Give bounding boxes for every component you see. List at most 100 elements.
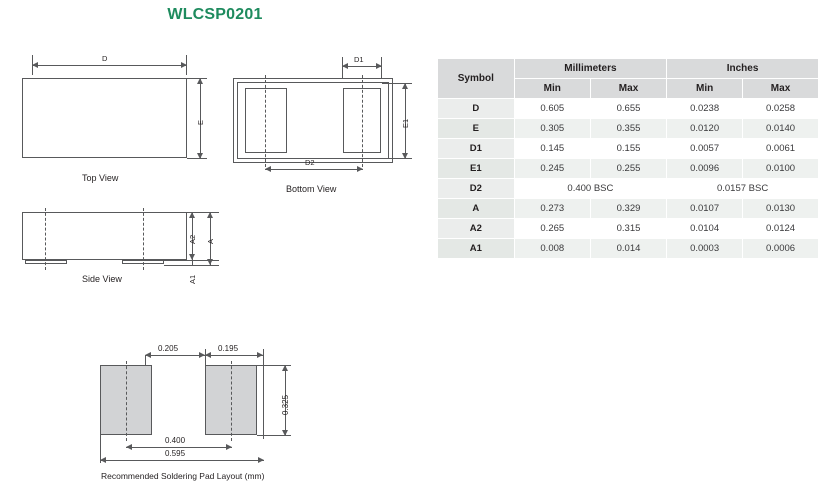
table-cell-symbol: A [437,198,515,219]
top-view-body-outline [22,78,187,158]
table-row: E 0.305 0.355 0.0120 0.0140 [437,118,819,139]
pad-layout-dim-line-height [285,365,286,436]
table-cell-mm-span: 0.400 BSC [513,178,668,199]
bottom-view-dim-line-e1 [405,83,406,159]
pad-layout-dim-label-pitch: 0.400 [165,436,186,445]
side-view-body-outline [22,212,187,260]
column-header-mm-max: Max [589,78,668,99]
bottom-view-dim-arrow-d1-left [342,63,348,69]
bottom-view-dim-line-d2 [265,169,363,170]
table-row: D2 0.400 BSC 0.0157 BSC [437,178,819,199]
table-cell-inch-max: 0.0140 [742,118,819,139]
side-view-dim-line-a [210,212,211,265]
table-row: D1 0.145 0.155 0.0057 0.0061 [437,138,819,159]
pad-layout-dim-label-overall: 0.595 [165,449,186,458]
table-cell-mm-min: 0.008 [513,238,591,259]
side-view-centerline-right [143,208,144,270]
bottom-view-dim-arrow-e1-up [402,83,408,89]
pad-layout-dim-line-left [145,355,205,356]
bottom-view-ext-e1-top [382,83,412,84]
top-view-caption: Top View [82,173,119,183]
bottom-view-drawing: D1 E1 D2 Bottom View [228,45,428,195]
table-cell-inch-min: 0.0120 [666,118,744,139]
pad-layout-dim-arrow-right-a [205,352,211,358]
side-view-ext-top [187,212,219,213]
bottom-view-centerline-left [265,75,266,167]
side-view-dim-arrow-a-up [207,212,213,218]
pad-layout-dim-line-right [205,355,263,356]
table-cell-symbol: D2 [437,178,515,199]
table-cell-symbol: A1 [437,238,515,259]
pad-layout-dim-arrow-pitch-right [226,444,232,450]
top-view-dim-line-d [32,65,187,66]
bottom-view-pad-left [245,88,287,153]
pad-layout-dim-arrow-height-down [282,430,288,436]
table-cell-mm-min: 0.265 [513,218,591,239]
table-cell-inch-max: 0.0124 [742,218,819,239]
pad-layout-drawing: 0.205 0.195 0.325 0.400 0.595 [85,325,315,485]
table-cell-inch-span: 0.0157 BSC [666,178,819,199]
table-cell-inch-max: 0.0100 [742,158,819,179]
column-header-in-max: Max [742,78,819,99]
table-cell-mm-min: 0.245 [513,158,591,179]
side-view-dim-label-a: A [206,238,215,244]
bottom-view-dim-label-d1: D1 [354,55,364,64]
bottom-view-dim-arrow-e1-down [402,153,408,159]
side-view-terminal-left [25,260,67,264]
top-view-dim-line-e [200,78,201,159]
bottom-view-dim-arrow-d2-right [357,166,363,172]
side-view-drawing: A2 A A1 Side View [0,200,225,295]
table-cell-inch-max: 0.0130 [742,198,819,219]
top-view-dim-label-d: D [102,54,108,63]
column-header-symbol: Symbol [437,58,515,99]
pad-layout-dim-line-pitch [126,447,232,448]
table-cell-inch-min: 0.0003 [666,238,744,259]
pad-layout-ext-v1 [145,355,146,365]
table-cell-inch-max: 0.0006 [742,238,819,259]
side-view-centerline-left [45,208,46,270]
table-cell-symbol: E [437,118,515,139]
pad-layout-dim-arrow-left-b [199,352,205,358]
pad-layout-centerline-right [231,361,232,441]
pad-layout-dim-label-height: 0.325 [281,394,290,415]
pad-layout-caption: Recommended Soldering Pad Layout (mm) [101,471,265,481]
bottom-view-caption: Bottom View [286,184,337,194]
side-view-dim-arrow-a-down [207,259,213,265]
column-header-in-min: Min [666,78,744,99]
pad-layout-centerline-left [126,361,127,441]
pad-layout-dim-arrow-left-a [145,352,151,358]
pad-layout-dim-arrow-overall-left [100,457,106,463]
bottom-view-dim-label-d2: D2 [305,158,315,167]
column-header-inches: Inches [666,58,819,79]
dimension-table-head: Symbol Millimeters Inches Min Max Min Ma… [437,58,819,99]
bottom-view-dim-label-e1: E1 [401,118,410,128]
table-row: A 0.273 0.329 0.0107 0.0130 [437,198,819,219]
pad-layout-ext-h-top [257,365,291,366]
table-row: A2 0.265 0.315 0.0104 0.0124 [437,218,819,239]
bottom-view-dim-arrow-d2-left [265,166,271,172]
side-view-caption: Side View [82,274,122,284]
table-cell-mm-max: 0.329 [589,198,668,219]
pad-layout-dim-label-right-pad: 0.195 [218,344,239,353]
dimension-table-header-row-1: Symbol Millimeters Inches [437,58,819,99]
side-view-dim-label-a2: A2 [188,234,197,244]
table-cell-mm-min: 0.305 [513,118,591,139]
side-view-ext-bottom [164,265,219,266]
pad-layout-ext-h-bottom [257,435,291,436]
top-view-dim-label-e: E [196,119,205,125]
table-cell-inch-max: 0.0061 [742,138,819,159]
table-row: A1 0.008 0.014 0.0003 0.0006 [437,238,819,259]
table-row: D 0.605 0.655 0.0238 0.0258 [437,98,819,119]
pad-layout-dim-arrow-right-b [257,352,263,358]
table-cell-symbol: A2 [437,218,515,239]
bottom-view-dim-line-d1 [342,66,382,67]
side-view-dim-line-a2 [192,212,193,260]
pad-layout-dim-label-left-pad: 0.205 [158,344,179,353]
pad-layout-dim-line-overall [100,460,264,461]
top-view-dim-arrow-down [197,153,203,159]
pad-layout-ext-v3 [263,349,264,439]
side-view-dim-label-a1: A1 [188,274,197,284]
table-cell-mm-min: 0.145 [513,138,591,159]
bottom-view-ext-e1-bottom [382,158,412,159]
